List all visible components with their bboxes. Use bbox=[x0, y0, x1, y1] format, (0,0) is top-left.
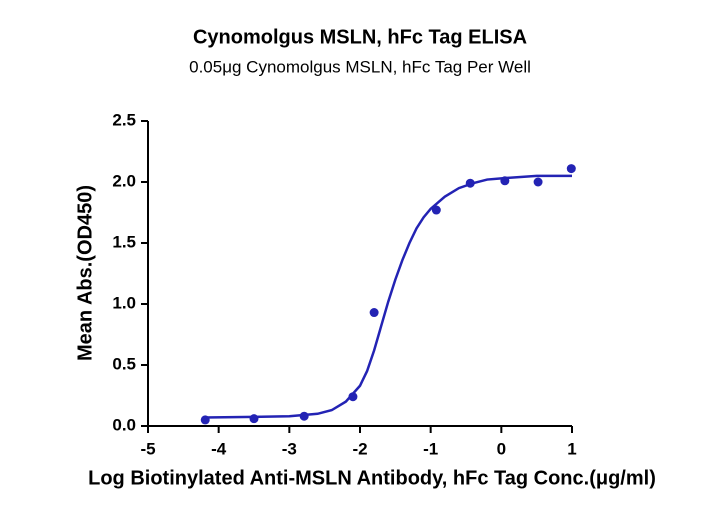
y-tick-label: 1.5 bbox=[112, 232, 136, 251]
y-tick-label: 2.5 bbox=[112, 110, 136, 129]
x-axis-label: Log Biotinylated Anti-MSLN Antibody, hFc… bbox=[88, 467, 656, 489]
data-point bbox=[249, 414, 259, 424]
chart-title: Cynomolgus MSLN, hFc Tag ELISA bbox=[193, 26, 527, 48]
fit-curve bbox=[204, 174, 572, 419]
data-point bbox=[566, 164, 576, 174]
x-tick-label: -5 bbox=[140, 439, 155, 458]
x-tick-label: -3 bbox=[282, 439, 297, 458]
data-point bbox=[533, 177, 543, 187]
data-point bbox=[431, 205, 441, 215]
x-tick-label: -4 bbox=[211, 439, 227, 458]
chart-subtitle: 0.05μg Cynomolgus MSLN, hFc Tag Per Well bbox=[189, 57, 531, 76]
y-tick-label: 0.5 bbox=[112, 354, 136, 373]
y-tick-label: 1.0 bbox=[112, 293, 136, 312]
x-tick-label: 1 bbox=[567, 439, 576, 458]
y-axis-label: Mean Abs.(OD450) bbox=[74, 185, 96, 361]
y-tick-label: 2.0 bbox=[112, 171, 136, 190]
data-point bbox=[369, 308, 379, 318]
x-tick-label: -1 bbox=[423, 439, 438, 458]
x-tick-label: -2 bbox=[352, 439, 367, 458]
x-tick-label: 0 bbox=[497, 439, 506, 458]
y-tick-label: 0.0 bbox=[112, 415, 136, 434]
